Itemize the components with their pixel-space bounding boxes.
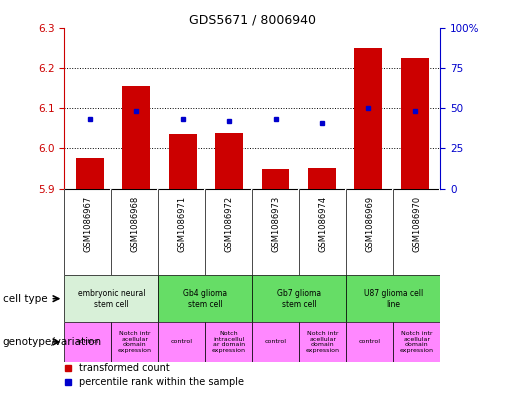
Text: Gb4 glioma
stem cell: Gb4 glioma stem cell xyxy=(183,288,228,309)
Text: GSM1086974: GSM1086974 xyxy=(318,196,328,252)
Bar xyxy=(123,86,150,189)
Bar xyxy=(346,322,393,362)
Bar xyxy=(64,275,159,322)
Text: Notch intr
acellular
domain
expression: Notch intr acellular domain expression xyxy=(400,331,434,353)
Bar xyxy=(262,169,289,189)
Bar xyxy=(299,322,346,362)
Bar xyxy=(354,48,382,189)
Bar xyxy=(64,322,111,362)
Bar xyxy=(205,322,252,362)
Text: Gb7 glioma
stem cell: Gb7 glioma stem cell xyxy=(277,288,321,309)
Text: Notch intr
acellular
domain
expression: Notch intr acellular domain expression xyxy=(306,331,340,353)
Text: genotype/variation: genotype/variation xyxy=(3,337,101,347)
Bar xyxy=(346,275,440,322)
Text: GSM1086969: GSM1086969 xyxy=(365,196,374,252)
Bar xyxy=(169,134,197,189)
Text: GSM1086971: GSM1086971 xyxy=(177,196,186,252)
Text: embryonic neural
stem cell: embryonic neural stem cell xyxy=(78,288,145,309)
Text: GDS5671 / 8006940: GDS5671 / 8006940 xyxy=(189,14,316,27)
Bar xyxy=(215,134,243,189)
Text: GSM1086968: GSM1086968 xyxy=(130,196,140,252)
Text: percentile rank within the sample: percentile rank within the sample xyxy=(79,377,245,387)
Text: GSM1086972: GSM1086972 xyxy=(225,196,233,252)
Bar xyxy=(252,322,299,362)
Text: control: control xyxy=(171,340,193,344)
Text: transformed count: transformed count xyxy=(79,364,170,373)
Text: control: control xyxy=(77,340,99,344)
Text: U87 glioma cell
line: U87 glioma cell line xyxy=(364,288,423,309)
Bar xyxy=(393,322,440,362)
Bar xyxy=(401,58,428,189)
Text: control: control xyxy=(359,340,381,344)
Text: Notch intr
acellular
domain
expression: Notch intr acellular domain expression xyxy=(118,331,152,353)
Bar xyxy=(159,275,252,322)
Text: Notch
intracellul
ar domain
expression: Notch intracellul ar domain expression xyxy=(212,331,246,353)
Text: cell type: cell type xyxy=(3,294,47,304)
Bar xyxy=(159,322,205,362)
Bar xyxy=(111,322,159,362)
Text: control: control xyxy=(265,340,287,344)
Text: GSM1086967: GSM1086967 xyxy=(83,196,92,252)
Bar xyxy=(308,169,336,189)
Text: GSM1086970: GSM1086970 xyxy=(413,196,421,252)
Bar xyxy=(76,158,104,189)
Bar xyxy=(252,275,346,322)
Text: GSM1086973: GSM1086973 xyxy=(271,196,280,252)
